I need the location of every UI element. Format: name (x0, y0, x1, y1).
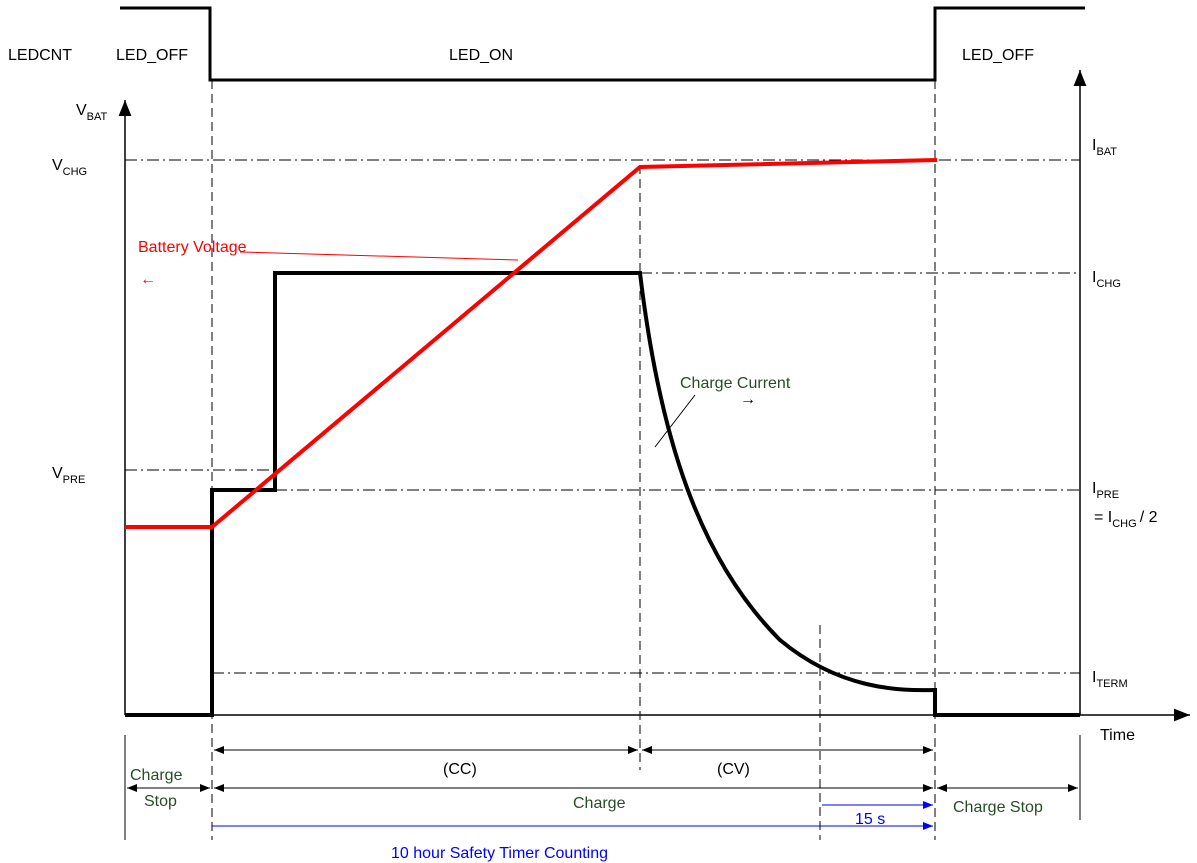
led-off-right-label: LED_OFF (962, 47, 1034, 64)
charge-current-direction: → (740, 391, 756, 408)
time-axis-label: Time (1100, 727, 1135, 744)
battery-voltage-label: Battery Voltage (138, 239, 247, 256)
ipre-label: IPRE (1092, 480, 1119, 501)
cc-phase-label: (CC) (443, 761, 477, 778)
timer-15s-label: 15 s (855, 811, 885, 828)
charge-stop-right-label: Charge Stop (953, 799, 1043, 816)
vchg-label: VCHG (52, 157, 87, 178)
charge-current-pointer (654, 394, 696, 448)
battery-voltage-pointer (239, 251, 519, 261)
charge-phase-label: Charge (573, 795, 626, 812)
charge-stop-left-label-1: Charge (130, 767, 183, 784)
ledcnt-waveform (120, 6, 1085, 82)
battery-voltage-direction: ← (140, 271, 156, 288)
cv-phase-label: (CV) (717, 761, 750, 778)
level-lines (125, 159, 1080, 674)
safety-timer-label: 10 hour Safety Timer Counting (391, 845, 608, 862)
led-off-left-label: LED_OFF (116, 47, 188, 64)
charge-current-curve (125, 271, 1080, 717)
ledcnt-label: LEDCNT (8, 47, 72, 64)
ipre-equation-label: = ICHG/ 2 (1094, 509, 1158, 530)
ibat-axis-label: IBAT (1092, 137, 1117, 158)
charge-current-label: Charge Current (680, 375, 791, 392)
vbat-axis-label: VBAT (76, 102, 108, 123)
battery-voltage-curve (125, 158, 938, 529)
vpre-label: VPRE (52, 465, 85, 486)
phase-markers (211, 80, 936, 840)
led-on-label: LED_ON (449, 47, 513, 64)
charge-stop-left-label-2: Stop (144, 793, 177, 810)
iterm-label: ITERM (1092, 669, 1128, 690)
ichg-label: ICHG (1092, 269, 1121, 290)
